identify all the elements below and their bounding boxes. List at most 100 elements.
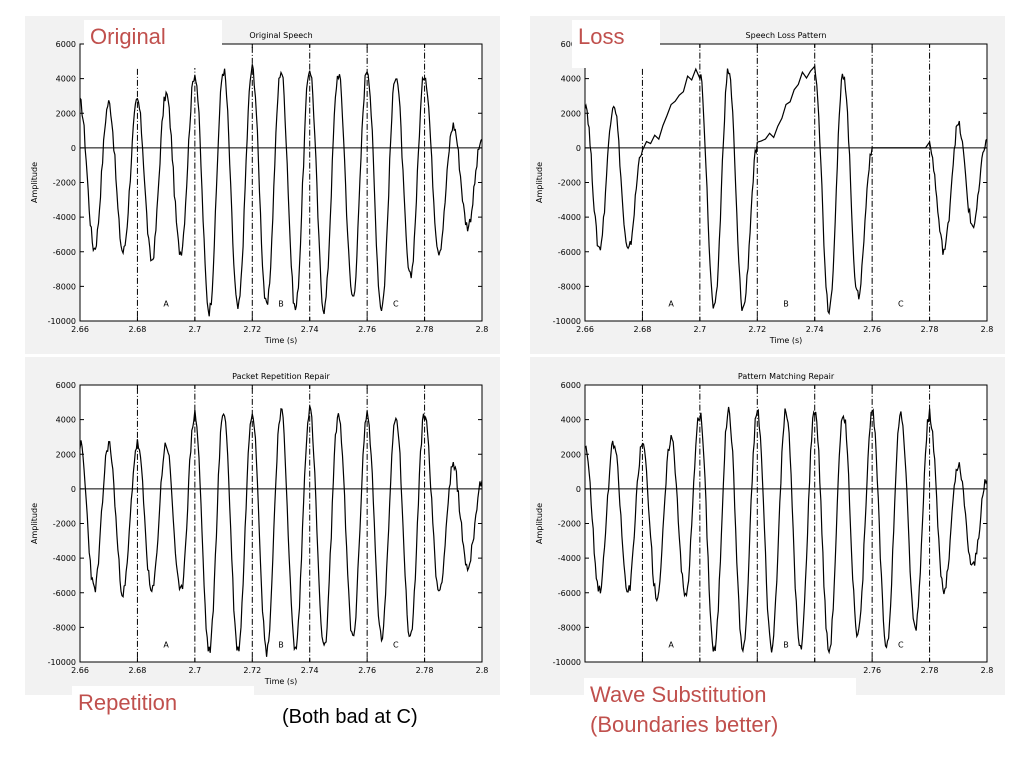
y-tick-label: 4000 — [561, 416, 581, 425]
y-tick-label: 0 — [71, 144, 76, 153]
region-label-c: C — [898, 300, 904, 309]
y-tick-label: -8000 — [558, 282, 581, 291]
y-axis-label: Amplitude — [30, 503, 39, 544]
chart-title: Original Speech — [249, 31, 312, 40]
region-box-a — [136, 384, 196, 663]
waveform-series — [79, 405, 483, 657]
y-tick-label: 0 — [576, 485, 581, 494]
region-box-a — [641, 384, 701, 663]
region-box-b — [251, 384, 311, 663]
y-tick-label: -6000 — [53, 248, 76, 257]
x-axis-label: Time (s) — [769, 336, 803, 345]
y-tick-label: 4000 — [561, 75, 581, 84]
y-tick-label: -6000 — [558, 589, 581, 598]
y-tick-label: 6000 — [561, 381, 581, 390]
y-tick-label: 4000 — [56, 75, 76, 84]
x-axis-label: Time (s) — [264, 336, 298, 345]
y-axis-label: Amplitude — [535, 503, 544, 544]
chart-title: Speech Loss Pattern — [746, 31, 827, 40]
x-tick-label: 2.7 — [188, 325, 201, 334]
region-box-c — [366, 43, 426, 322]
x-tick-label: 2.68 — [634, 325, 652, 334]
chart-speech-loss-pattern: Speech Loss Pattern Amplitude 6000 4000 2000… — [535, 31, 993, 345]
y-tick-label: -4000 — [53, 554, 76, 563]
region-box-b — [251, 43, 311, 322]
callout-wave-substitution-line1: Wave Substitution — [590, 682, 767, 707]
caption-both-bad-at-c: (Both bad at C) — [282, 706, 418, 728]
x-tick-label: 2.7 — [693, 325, 706, 334]
x-tick-label: 2.68 — [129, 666, 147, 675]
callout-loss: Loss — [572, 20, 660, 68]
chart-packet-repetition-repair: Packet Repetition Repair Amplitude 6000 400… — [30, 372, 489, 686]
plot-area-frame — [79, 384, 483, 663]
chart-original-speech: Original Speech Amplitude 6000 4000 2000 0 -20… — [30, 31, 489, 345]
y-tick-label: 2000 — [561, 450, 581, 459]
x-tick-label: 2.76 — [358, 666, 376, 675]
callout-repetition: Repetition — [72, 686, 254, 726]
x-tick-label: 2.78 — [921, 666, 939, 675]
region-box-a — [641, 43, 701, 322]
region-box-b — [756, 384, 816, 663]
y-tick-label: -6000 — [53, 589, 76, 598]
x-tick-label: 2.74 — [301, 325, 319, 334]
region-box-a — [136, 43, 196, 322]
x-tick-label: 2.76 — [863, 325, 881, 334]
x-tick-label: 2.8 — [476, 666, 489, 675]
x-axis-label: Time (s) — [264, 677, 298, 686]
callout-original: Original — [84, 20, 222, 68]
y-tick-label: -2000 — [558, 179, 581, 188]
region-label-a: A — [668, 300, 674, 309]
region-box-c — [871, 384, 931, 663]
region-label-b: B — [278, 641, 284, 650]
region-label-a: A — [163, 641, 169, 650]
region-label-c: C — [393, 300, 399, 309]
y-tick-label: -10000 — [48, 658, 76, 667]
x-tick-label: 2.68 — [129, 325, 147, 334]
x-tick-label: 2.78 — [416, 666, 434, 675]
x-tick-label: 2.74 — [301, 666, 319, 675]
x-tick-label: 2.66 — [576, 325, 594, 334]
y-tick-label: -2000 — [53, 520, 76, 529]
chart-title: Pattern Matching Repair — [738, 372, 835, 381]
y-tick-label: -10000 — [553, 658, 581, 667]
chart-pattern-matching-repair: Pattern Matching Repair Amplitude 6000 4000… — [535, 372, 993, 675]
y-tick-label: -4000 — [558, 554, 581, 563]
x-tick-label: 2.8 — [476, 325, 489, 334]
callout-wave-substitution: Wave Substitution (Boundaries better) — [584, 678, 856, 748]
callout-wave-substitution-line2: (Boundaries better) — [590, 712, 779, 737]
y-tick-label: -10000 — [48, 317, 76, 326]
y-tick-label: -2000 — [558, 520, 581, 529]
x-tick-label: 2.72 — [243, 666, 261, 675]
waveform-series — [584, 64, 988, 316]
y-tick-label: 4000 — [56, 416, 76, 425]
y-tick-label: -4000 — [558, 213, 581, 222]
chart-title: Packet Repetition Repair — [232, 372, 330, 381]
region-label-c: C — [393, 641, 399, 650]
x-tick-label: 2.66 — [71, 666, 89, 675]
y-tick-label: -8000 — [53, 623, 76, 632]
waveform-series — [79, 64, 483, 317]
region-label-a: A — [163, 300, 169, 309]
x-tick-label: 2.78 — [921, 325, 939, 334]
x-tick-label: 2.78 — [416, 325, 434, 334]
waveform-series — [584, 406, 988, 655]
y-tick-label: 6000 — [56, 40, 76, 49]
region-label-c: C — [898, 641, 904, 650]
plot-area-frame — [584, 384, 988, 663]
region-box-c — [871, 43, 931, 322]
plot-area-frame — [584, 43, 988, 322]
region-label-b: B — [783, 641, 789, 650]
y-tick-label: -6000 — [558, 248, 581, 257]
y-tick-label: 2000 — [561, 109, 581, 118]
y-tick-label: -8000 — [558, 623, 581, 632]
y-axis-label: Amplitude — [535, 162, 544, 203]
y-tick-label: 6000 — [561, 40, 581, 49]
x-tick-label: 2.72 — [748, 325, 766, 334]
x-tick-label: 2.74 — [806, 325, 824, 334]
y-tick-label: 2000 — [56, 109, 76, 118]
y-tick-label: 0 — [71, 485, 76, 494]
y-tick-label: -2000 — [53, 179, 76, 188]
region-label-b: B — [278, 300, 284, 309]
y-tick-label: 6000 — [56, 381, 76, 390]
y-tick-label: -10000 — [553, 317, 581, 326]
